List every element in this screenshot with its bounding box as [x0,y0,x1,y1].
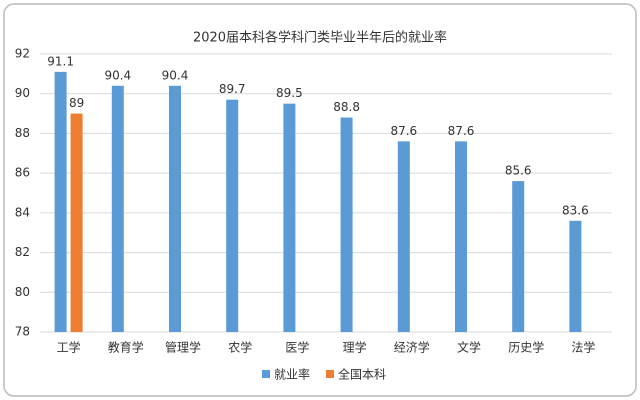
bar [226,99,239,333]
value-label: 90.4 [162,68,189,82]
bar [397,141,410,332]
y-tick-label: 92 [15,47,30,61]
x-tick-label: 农学 [228,340,252,355]
bar [70,113,83,332]
value-label: 90.4 [104,68,131,82]
legend-label: 全国本科 [338,367,386,382]
chart-frame [3,3,637,397]
x-tick-label: 管理学 [165,340,201,355]
y-tick-label: 88 [15,126,30,140]
x-tick-label: 理学 [343,340,367,355]
value-label: 88.8 [333,100,360,114]
value-label: 89.5 [276,86,303,100]
bar [569,220,582,332]
bar [169,85,181,333]
value-label: 87.6 [448,124,475,138]
x-tick-label: 医学 [285,340,309,355]
x-tick-label: 经济学 [394,340,430,355]
x-tick-label: 工学 [57,340,81,355]
y-tick-label: 82 [15,245,30,259]
legend-label: 就业率 [274,367,310,382]
y-tick-label: 80 [15,285,30,299]
bar [512,181,525,332]
x-tick-label: 文学 [457,340,481,355]
value-label: 85.6 [505,164,532,178]
legend-swatch [262,370,270,378]
x-tick-label: 历史学 [508,340,544,355]
bar [283,103,296,333]
y-tick-label: 78 [15,325,30,339]
y-tick-label: 86 [15,166,30,180]
bar [111,85,124,333]
bar [455,141,467,332]
x-tick-label: 法学 [571,340,595,355]
value-label: 91.1 [47,54,74,68]
chart-title: 2020届本科各学科门类毕业半年后的就业率 [193,30,447,46]
value-label: 87.6 [390,124,417,138]
y-tick-label: 90 [15,86,30,100]
bar [340,117,353,333]
value-label: 83.6 [562,203,589,217]
value-label: 89 [69,96,84,110]
value-label: 89.7 [219,82,246,96]
bar [54,71,67,332]
legend-swatch [326,370,335,378]
x-tick-label: 教育学 [108,340,144,355]
y-tick-label: 84 [15,205,30,219]
